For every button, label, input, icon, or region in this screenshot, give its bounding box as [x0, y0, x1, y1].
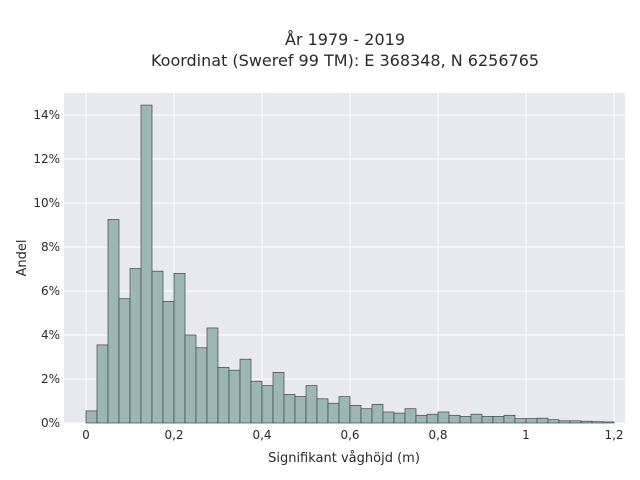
- y-tick-label-0: 0%: [41, 416, 60, 430]
- histogram-bar-22: [327, 402, 340, 424]
- x-axis-ticks: 0 0,2 0,4 0,6 0,8 1 1,2: [82, 428, 623, 442]
- histogram-bar-40: [525, 418, 538, 424]
- y-tick-label-4: 8%: [41, 240, 60, 254]
- y-tick-label-7: 14%: [33, 108, 60, 122]
- histogram-bar-26: [371, 403, 384, 424]
- histogram-bar-18: [283, 394, 296, 424]
- histogram-bar-27: [382, 411, 395, 424]
- x-tick-label-6: 1,2: [604, 428, 623, 442]
- histogram-bar-28: [393, 412, 406, 424]
- histogram-bar-25: [360, 408, 373, 424]
- histogram-bar-35: [470, 413, 483, 424]
- histogram-bar-17: [272, 372, 285, 424]
- histogram-bar-10: [195, 347, 208, 424]
- histogram-bar-46: [591, 421, 604, 424]
- x-tick-label-3: 0,6: [340, 428, 359, 442]
- histogram-bar-3: [118, 298, 131, 424]
- histogram-bar-16: [261, 385, 274, 424]
- y-tick-label-6: 12%: [33, 152, 60, 166]
- y-axis-ticks: 0% 2% 4% 6% 8% 10% 12% 14%: [33, 108, 60, 430]
- histogram-bar-2: [107, 219, 120, 424]
- x-tick-label-4: 0,8: [428, 428, 447, 442]
- histogram-bar-8: [173, 273, 186, 424]
- y-axis-label: Andel: [15, 240, 30, 277]
- y-tick-label-3: 6%: [41, 284, 60, 298]
- histogram-bar-43: [558, 420, 571, 424]
- y-tick-label-5: 10%: [33, 196, 60, 210]
- histogram-bar-47: [602, 421, 615, 424]
- histogram-bar-30: [415, 414, 428, 424]
- histogram-bar-45: [580, 420, 593, 424]
- histogram-bar-6: [151, 270, 164, 424]
- histogram-bar-0: [85, 410, 98, 424]
- histogram-bar-36: [481, 416, 494, 424]
- histogram-bar-41: [536, 417, 549, 424]
- histogram-bar-29: [404, 408, 417, 424]
- histogram-bar-31: [426, 413, 439, 424]
- histogram-bar-12: [217, 366, 230, 424]
- histogram-bar-13: [228, 369, 241, 424]
- histogram-bar-44: [569, 420, 582, 424]
- histogram-bar-11: [206, 327, 219, 424]
- histogram-bar-42: [547, 419, 560, 424]
- histogram-bar-7: [162, 300, 175, 424]
- histogram-bar-24: [349, 405, 362, 424]
- histogram-bar-1: [96, 344, 109, 424]
- histogram-bar-14: [239, 358, 252, 424]
- chart-title-line-1: År 1979 - 2019: [285, 30, 405, 49]
- histogram-bar-5: [140, 104, 153, 424]
- y-tick-label-2: 4%: [41, 328, 60, 342]
- x-tick-label-0: 0: [82, 428, 90, 442]
- histogram-bar-34: [459, 416, 472, 424]
- x-tick-label-1: 0,2: [164, 428, 183, 442]
- x-tick-label-5: 1: [522, 428, 530, 442]
- y-tick-label-1: 2%: [41, 372, 60, 386]
- histogram-bar-21: [316, 398, 329, 424]
- chart-title-line-2: Koordinat (Sweref 99 TM): E 368348, N 62…: [151, 51, 539, 70]
- histogram-bar-33: [448, 414, 461, 424]
- histogram-bar-39: [514, 418, 527, 424]
- histogram-bar-15: [250, 380, 263, 424]
- histogram-bar-38: [503, 414, 516, 424]
- x-axis-label: Signifikant våghöjd (m): [268, 451, 420, 466]
- histogram-bar-32: [437, 411, 450, 424]
- histogram-bars: [85, 104, 615, 424]
- histogram-bar-20: [305, 385, 318, 424]
- histogram-bar-4: [129, 268, 142, 424]
- x-tick-label-2: 0,4: [252, 428, 271, 442]
- histogram-bar-9: [184, 334, 197, 424]
- histogram-bar-37: [492, 416, 505, 424]
- histogram-bar-19: [294, 396, 307, 424]
- histogram-bar-23: [338, 396, 351, 424]
